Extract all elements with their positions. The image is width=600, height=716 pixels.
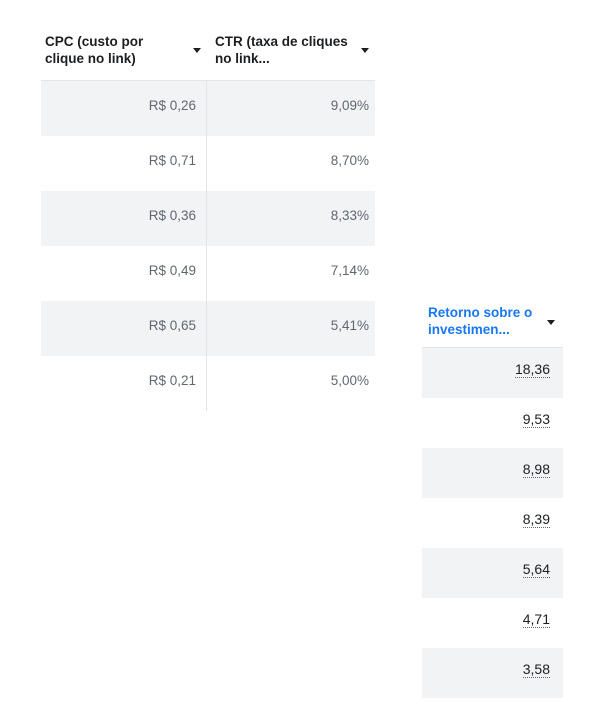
cpc-cell: R$ 0,71 xyxy=(41,136,207,191)
roi-value[interactable]: 8,39 xyxy=(522,511,550,528)
table-row: 4,71 xyxy=(422,598,563,648)
roi-value[interactable]: 5,64 xyxy=(522,561,550,578)
ctr-cell: 8,70% xyxy=(330,153,369,168)
caret-down-icon[interactable] xyxy=(361,48,369,53)
cpc-ctr-table: CPC (custo por clique no link) CTR (taxa… xyxy=(41,28,375,411)
ctr-cell: 7,14% xyxy=(330,263,369,278)
cpc-cell: R$ 0,65 xyxy=(41,301,207,356)
roi-table: Retorno sobre o investimen... 18,36 9,53… xyxy=(422,300,563,698)
roi-value[interactable]: 3,58 xyxy=(522,661,550,678)
roi-value[interactable]: 8,98 xyxy=(522,461,550,478)
column-header-label: CPC (custo por clique no link) xyxy=(45,34,144,66)
cpc-cell: R$ 0,49 xyxy=(41,246,207,301)
ctr-cell: 5,00% xyxy=(330,373,369,388)
table-row: 3,58 xyxy=(422,648,563,698)
cpc-cell: R$ 0,36 xyxy=(41,191,207,246)
table-row: R$ 0,21 5,00% xyxy=(41,356,375,411)
caret-down-icon[interactable] xyxy=(193,48,201,53)
roi-value[interactable]: 9,53 xyxy=(522,411,550,428)
caret-down-icon[interactable] xyxy=(547,320,555,325)
cpc-cell: R$ 0,26 xyxy=(41,81,207,136)
table-row: R$ 0,36 8,33% xyxy=(41,191,375,246)
table-row: 8,39 xyxy=(422,498,563,548)
cpc-cell: R$ 0,21 xyxy=(41,356,207,411)
table-row: 5,64 xyxy=(422,548,563,598)
table-header-row: CPC (custo por clique no link) CTR (taxa… xyxy=(41,28,375,81)
roi-value[interactable]: 18,36 xyxy=(514,361,550,378)
table-row: R$ 0,49 7,14% xyxy=(41,246,375,301)
roi-value[interactable]: 4,71 xyxy=(522,611,550,628)
table-row: R$ 0,26 9,09% xyxy=(41,81,375,136)
ctr-cell: 8,33% xyxy=(330,208,369,223)
ctr-cell: 5,41% xyxy=(330,318,369,333)
column-header-roi[interactable]: Retorno sobre o investimen... xyxy=(422,300,563,348)
table-row: 18,36 xyxy=(422,348,563,398)
table-row: R$ 0,65 5,41% xyxy=(41,301,375,356)
column-header-cpc[interactable]: CPC (custo por clique no link) xyxy=(41,28,207,80)
column-header-label: CTR (taxa de cliques no link... xyxy=(215,34,348,66)
table-row: 9,53 xyxy=(422,398,563,448)
table-row: 8,98 xyxy=(422,448,563,498)
column-header-label: Retorno sobre o investimen... xyxy=(428,305,533,337)
column-header-ctr[interactable]: CTR (taxa de cliques no link... xyxy=(207,28,375,80)
ctr-cell: 9,09% xyxy=(330,98,369,113)
table-row: R$ 0,71 8,70% xyxy=(41,136,375,191)
